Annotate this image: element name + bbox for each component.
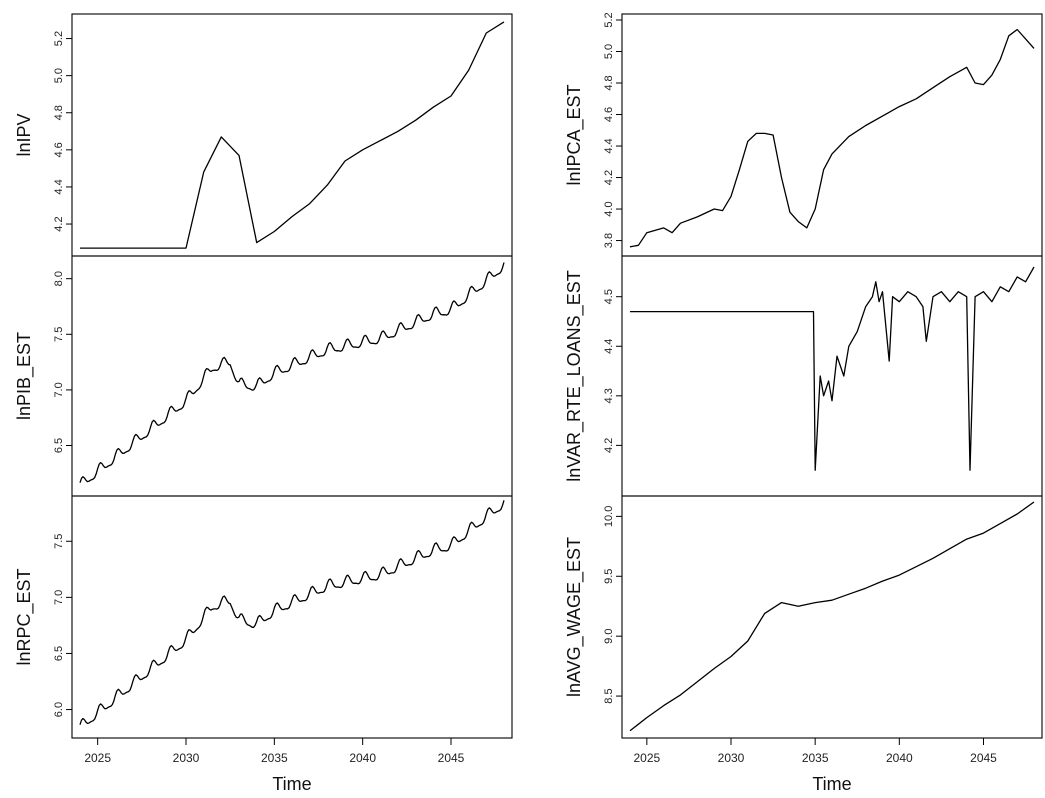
x-tick-label: 2030 xyxy=(173,751,200,765)
y-tick-label: 7.0 xyxy=(53,382,65,397)
y-axis-label: lnIPCA_EST xyxy=(564,84,585,185)
series-line xyxy=(80,21,505,249)
y-tick-label: 4.2 xyxy=(603,170,615,185)
y-tick-label: 8.5 xyxy=(603,688,615,703)
y-tick-label: 4.8 xyxy=(53,105,65,120)
y-tick-label: 3.8 xyxy=(603,233,615,248)
panel-frame xyxy=(71,495,513,739)
y-tick-label: 4.0 xyxy=(603,201,615,216)
y-tick-label: 4.2 xyxy=(53,216,65,231)
y-tick-label: 7.5 xyxy=(53,327,65,342)
x-tick-label: 2025 xyxy=(633,751,660,765)
y-tick-label: 4.6 xyxy=(603,107,615,122)
x-axis-label: Time xyxy=(812,774,851,794)
y-axis-label: lnPIB_EST xyxy=(14,332,35,420)
panel-lnIPV: 4.2 4.4 4.6 4.8 5.0 5.2 lnIPV xyxy=(14,13,513,257)
y-tick-label: 7.5 xyxy=(53,534,65,549)
y-tick-label: 5.2 xyxy=(603,12,615,27)
x-axis-label: Time xyxy=(272,774,311,794)
panel-lnVAR_RTE_LOANS_EST: 4.2 4.3 4.4 4.5 lnVAR_RTE_LOANS_EST xyxy=(564,255,1043,497)
x-tick-label: 2025 xyxy=(84,751,111,765)
panel-frame xyxy=(71,13,513,257)
panel-frame xyxy=(621,495,1043,739)
y-tick-label: 4.4 xyxy=(603,339,615,354)
y-tick-label: 5.0 xyxy=(53,68,65,83)
y-tick-label: 4.4 xyxy=(603,138,615,153)
y-tick-label: 4.3 xyxy=(603,388,615,403)
x-tick-label: 2040 xyxy=(886,751,913,765)
x-tick-label: 2035 xyxy=(802,751,829,765)
series-line xyxy=(79,262,505,483)
y-tick-label: 10.0 xyxy=(603,506,615,527)
y-tick-label: 4.4 xyxy=(53,179,65,194)
y-tick-label: 9.5 xyxy=(603,569,615,584)
y-tick-label: 4.8 xyxy=(603,75,615,90)
y-tick-label: 6.0 xyxy=(53,702,65,717)
panel-frame xyxy=(621,255,1043,497)
y-tick-label: 5.2 xyxy=(53,31,65,46)
panel-frame xyxy=(621,13,1043,257)
series-line xyxy=(629,28,1035,248)
y-tick-label: 7.0 xyxy=(53,590,65,605)
panel-lnAVG_WAGE_EST: 8.5 9.0 9.5 10.0 lnAVG_WAGE_EST 2025 2030 2035 2… xyxy=(564,495,1043,794)
y-axis-label: lnIPV xyxy=(14,113,34,156)
series-line xyxy=(630,266,1035,471)
y-tick-label: 4.6 xyxy=(53,142,65,157)
x-tick-label: 2045 xyxy=(438,751,465,765)
y-axis-label: lnRPC_EST xyxy=(14,568,35,665)
y-tick-label: 6.5 xyxy=(53,438,65,453)
panel-lnPIB_EST: 6.5 7.0 7.5 8.0 lnPIB_EST xyxy=(14,255,513,497)
x-tick-label: 2045 xyxy=(970,751,997,765)
panel-lnIPCA_EST: 3.8 4.0 4.2 4.4 4.6 4.8 5.0 5.2 lnIPCA_EST xyxy=(564,12,1043,257)
y-axis-label: lnVAR_RTE_LOANS_EST xyxy=(564,270,585,481)
x-tick-label: 2035 xyxy=(261,751,288,765)
series-line xyxy=(79,500,505,725)
y-tick-label: 6.5 xyxy=(53,646,65,661)
panel-frame xyxy=(71,255,513,497)
y-tick-label: 8.0 xyxy=(53,271,65,286)
y-axis-label: lnAVG_WAGE_EST xyxy=(564,537,585,697)
y-tick-label: 4.2 xyxy=(603,438,615,453)
y-tick-label: 5.0 xyxy=(603,44,615,59)
y-tick-label: 9.0 xyxy=(603,629,615,644)
series-line xyxy=(629,501,1035,732)
x-tick-label: 2030 xyxy=(718,751,745,765)
y-tick-label: 4.5 xyxy=(603,289,615,304)
panel-lnRPC_EST: 6.0 6.5 7.0 7.5 lnRPC_EST 2025 2030 2035 2040 204… xyxy=(14,495,513,794)
x-tick-label: 2040 xyxy=(349,751,376,765)
